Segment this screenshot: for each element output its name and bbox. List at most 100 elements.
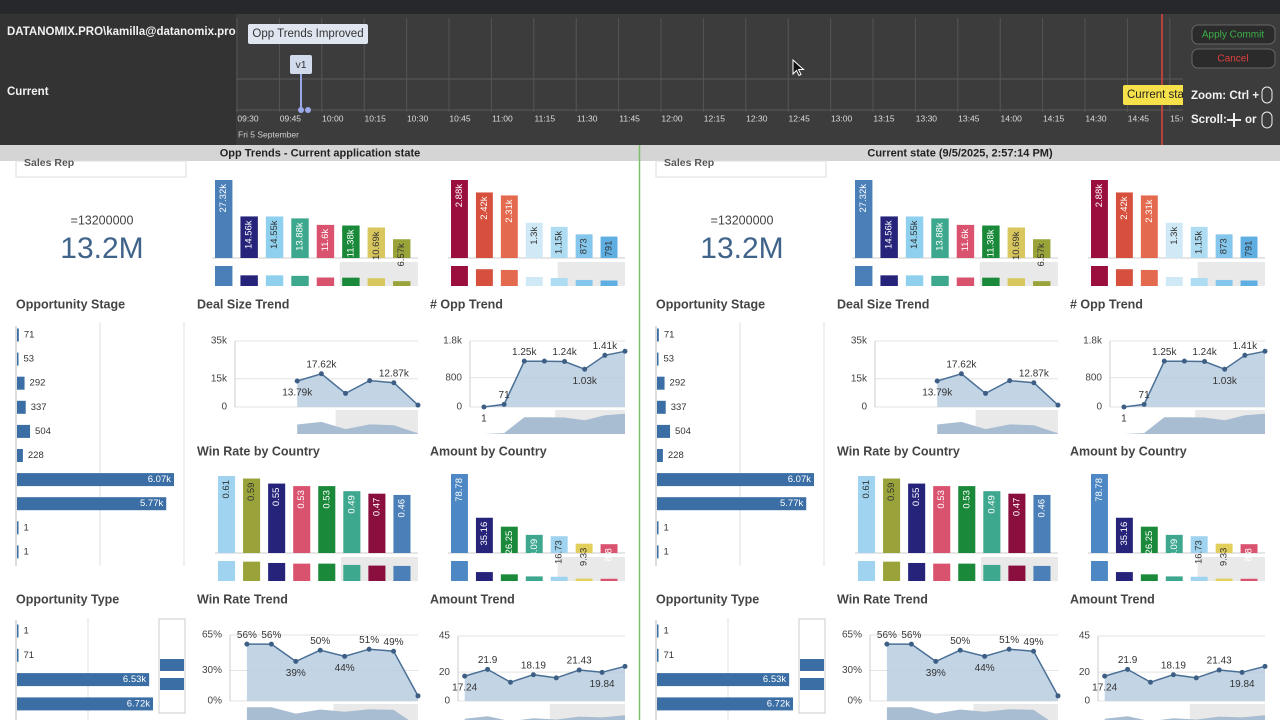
bar — [931, 218, 949, 258]
point-value-label: 1 — [481, 414, 487, 425]
line — [483, 350, 626, 408]
point — [1102, 673, 1108, 679]
bar — [1190, 226, 1208, 258]
time-tick-label: 11:45 — [619, 113, 640, 123]
kpi-value: 13.2M — [700, 232, 783, 265]
bar-value-label: 873 — [579, 238, 590, 254]
bar — [575, 234, 593, 258]
line — [1104, 665, 1266, 684]
hbar — [17, 648, 19, 662]
hbar-value-label: 6.07k — [148, 474, 171, 485]
chart-title: Opportunity Stage — [16, 297, 125, 311]
mini-bar — [291, 275, 309, 286]
y-tick-label: 0 — [456, 402, 462, 413]
point — [343, 390, 349, 396]
hbar — [17, 497, 167, 511]
point — [294, 378, 300, 384]
bar — [1165, 222, 1183, 258]
mini-bar — [1115, 572, 1133, 581]
hbar — [657, 449, 663, 462]
point-value-label: 21.9 — [478, 655, 498, 666]
line — [1123, 350, 1266, 408]
point-value-label: 49% — [384, 637, 404, 648]
hbar-value-label: 1 — [24, 522, 29, 533]
y-tick-label: 20 — [439, 667, 451, 678]
point-value-label: 1.25k — [1152, 347, 1177, 358]
bar-value-label: 1.3k — [1169, 227, 1180, 245]
time-tick-label: 11:15 — [534, 113, 555, 123]
mini-bar — [983, 564, 1001, 581]
area — [1104, 666, 1265, 701]
bar — [240, 216, 258, 258]
cancel-button[interactable] — [1191, 48, 1276, 69]
bar-value-label: 14.56k — [244, 220, 255, 249]
point — [391, 648, 397, 654]
bar-value-label: 26.25 — [1144, 531, 1155, 555]
y-tick-label: 0 — [861, 402, 867, 413]
point — [462, 673, 468, 679]
hbar — [657, 400, 666, 414]
bar-value-label: 2.88k — [454, 184, 465, 207]
chart-title: Win Rate Trend — [197, 592, 288, 606]
point — [415, 693, 421, 699]
tag-label: Opp Trends Improved — [252, 28, 363, 40]
mini-bar — [342, 277, 360, 286]
hbar — [657, 648, 659, 662]
mini-bar — [982, 277, 1000, 286]
time-tick-label: 11:30 — [577, 113, 598, 123]
point-value-label: 1.24k — [1192, 347, 1217, 358]
point — [1202, 359, 1208, 365]
scroll-hint: Scroll: — [1191, 114, 1227, 126]
hbar — [657, 376, 665, 390]
point-value-label: 50% — [310, 636, 330, 647]
mini-bar — [908, 562, 926, 581]
apply-button[interactable] — [1191, 24, 1276, 45]
point — [1147, 679, 1153, 685]
bar-value-label: 10.69k — [1011, 231, 1022, 260]
time-tick-label: 12:00 — [661, 113, 683, 123]
bar-value-label: 0.53 — [961, 490, 972, 509]
time-tick-label: 14:00 — [1001, 113, 1023, 123]
bar-value-label: 2.88k — [1094, 184, 1105, 207]
mini-bar — [1033, 281, 1051, 286]
mouse-icon — [1261, 86, 1273, 104]
scroll-thumb — [800, 659, 824, 671]
point — [1031, 648, 1037, 654]
point — [481, 404, 487, 410]
chart-title: Opportunity Type — [16, 592, 119, 606]
filter-box — [15, 160, 187, 178]
bar — [368, 493, 386, 553]
y-tick-label: 800 — [445, 372, 462, 383]
mini-bar — [600, 280, 618, 286]
y-tick-label: 800 — [1085, 372, 1102, 383]
point-value-label: 56% — [877, 630, 897, 641]
scroll-thumb — [160, 659, 184, 671]
bar-value-label: 18.09 — [529, 539, 540, 563]
y-tick-label: 0 — [1084, 696, 1090, 707]
hbar — [17, 449, 23, 462]
hbar — [17, 352, 19, 366]
bar — [268, 483, 286, 553]
bar-value-label: 0.53 — [936, 490, 947, 509]
hbar-value-label: 71 — [24, 330, 35, 341]
move-icon — [1227, 113, 1241, 127]
cancel-button-label: Cancel — [1217, 54, 1248, 65]
hbar — [657, 545, 659, 559]
y-tick-label: 45 — [439, 631, 451, 642]
filter-label: Sales Rep — [664, 157, 714, 169]
bar-value-label: 0.61 — [221, 480, 232, 499]
point-value-label: 50% — [950, 636, 970, 647]
bar-value-label: 0.46 — [1036, 499, 1047, 518]
mini-bar — [956, 277, 975, 286]
mouse-icon — [1261, 111, 1273, 129]
point-value-label: 17.62k — [306, 359, 337, 370]
point-value-label: 44% — [335, 663, 355, 674]
chart-title: Win Rate by Country — [197, 444, 320, 458]
mini-bar — [1115, 269, 1133, 286]
mini-area — [1104, 715, 1265, 720]
point — [1242, 352, 1248, 358]
kpi-formula: =13200000 — [71, 213, 134, 227]
hbar-value-label: 337 — [31, 402, 47, 413]
time-tick-label: 13:15 — [873, 113, 895, 123]
